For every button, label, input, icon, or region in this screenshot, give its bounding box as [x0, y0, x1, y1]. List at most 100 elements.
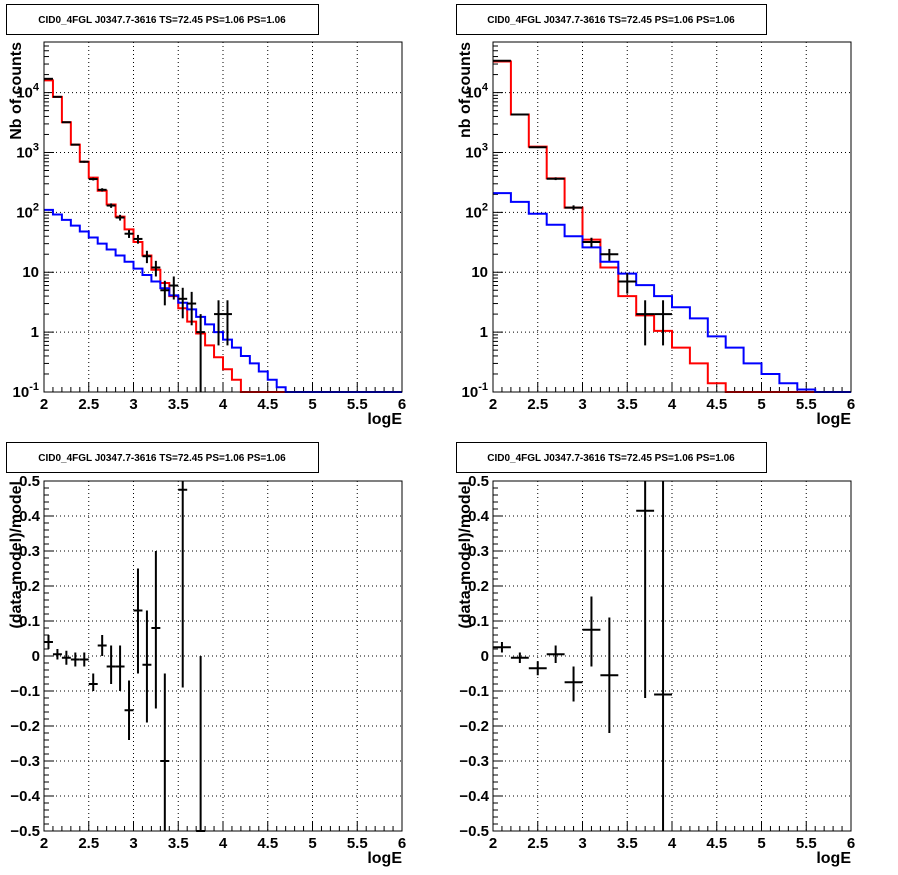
chart-title: CID0_4FGL J0347.7-3616 TS=72.45 PS=1.06 … — [487, 15, 735, 26]
y-tick-label: 0.5 — [468, 473, 489, 490]
x-tick-label: 4.5 — [257, 396, 278, 413]
y-tick-exponent: 4 — [482, 82, 489, 94]
y-tick-base: 10 — [462, 384, 479, 401]
x-tick-label: 2.5 — [527, 396, 548, 413]
y-tick-label: 104 — [465, 82, 489, 102]
y-tick-label: −0.2 — [459, 718, 489, 735]
x-tick-label: 2 — [40, 396, 48, 413]
y-tick-label: 0 — [32, 648, 40, 665]
x-tick-label: 6 — [847, 396, 855, 413]
x-tick-label: 5.5 — [347, 396, 368, 413]
y-tick-label: 103 — [465, 141, 488, 161]
x-tick-label: 4.5 — [706, 396, 727, 413]
y-tick-exponent: -1 — [29, 381, 39, 393]
y-tick-label: 10-1 — [462, 381, 488, 401]
chart-panel-2: CID0_4FGL J0347.7-3616 TS=72.45 PS=1.06 … — [456, 4, 855, 428]
y-tick-label: −0.5 — [459, 823, 489, 840]
x-tick-label: 4 — [668, 396, 677, 413]
x-tick-label: 3.5 — [617, 396, 638, 413]
x-axis-title: logE — [367, 411, 402, 428]
y-tick-label: 0 — [481, 648, 489, 665]
x-tick-label: 3 — [578, 835, 586, 852]
y-tick-label: −0.1 — [10, 683, 40, 700]
model-background-histogram — [493, 192, 851, 393]
y-tick-exponent: 4 — [33, 82, 40, 94]
y-tick-label: 0.1 — [468, 613, 489, 630]
chart-title: CID0_4FGL J0347.7-3616 TS=72.45 PS=1.06 … — [487, 453, 735, 464]
x-tick-label: 5 — [308, 835, 316, 852]
y-tick-label: 0.4 — [468, 508, 490, 525]
x-axis-title: logE — [367, 850, 402, 867]
x-tick-label: 3.5 — [168, 835, 189, 852]
y-tick-label: 102 — [465, 201, 488, 221]
y-tick-label: −0.4 — [459, 788, 489, 805]
x-tick-label: 4 — [668, 835, 677, 852]
y-tick-label: 1 — [31, 324, 39, 341]
chart-panel-1: CID0_4FGL J0347.7-3616 TS=72.45 PS=1.06 … — [6, 4, 406, 428]
x-tick-label: 6 — [398, 396, 406, 413]
x-tick-label: 5 — [757, 835, 765, 852]
x-tick-label: 2.5 — [78, 396, 99, 413]
x-tick-label: 4 — [219, 396, 228, 413]
y-tick-base: 10 — [465, 85, 482, 102]
chart-title: CID0_4FGL J0347.7-3616 TS=72.45 PS=1.06 … — [38, 453, 286, 464]
y-tick-label: −0.5 — [10, 823, 40, 840]
y-tick-label: 104 — [16, 82, 40, 102]
x-tick-label: 3 — [129, 396, 137, 413]
y-tick-label: 0.2 — [19, 578, 40, 595]
y-tick-label: 10 — [22, 264, 39, 281]
y-tick-base: 10 — [465, 144, 482, 161]
chart-title: CID0_4FGL J0347.7-3616 TS=72.45 PS=1.06 … — [38, 15, 286, 26]
model-total-histogram — [44, 79, 402, 393]
plot-area — [44, 77, 402, 393]
x-tick-label: 2 — [489, 835, 497, 852]
y-tick-label: 0.5 — [19, 473, 40, 490]
title-box — [6, 442, 319, 473]
y-tick-label: 0.4 — [19, 508, 41, 525]
x-tick-label: 3.5 — [168, 396, 189, 413]
y-tick-label: −0.3 — [459, 753, 489, 770]
y-tick-label: 102 — [16, 201, 39, 221]
y-axis-title: (data-model)/model — [8, 481, 25, 629]
y-tick-label: 10-1 — [13, 381, 39, 401]
y-tick-base: 10 — [16, 204, 33, 221]
y-axis-title: nb of counts — [457, 42, 474, 138]
y-tick-label: −0.2 — [10, 718, 40, 735]
x-tick-label: 4 — [219, 835, 228, 852]
title-box — [456, 4, 767, 35]
title-box — [6, 4, 319, 35]
plot-frame — [492, 480, 852, 832]
x-tick-label: 6 — [398, 835, 406, 852]
plot-frame — [43, 41, 403, 393]
y-tick-label: 103 — [16, 141, 39, 161]
plot-area — [44, 481, 206, 832]
x-tick-label: 5.5 — [347, 835, 368, 852]
x-tick-label: 5 — [757, 396, 765, 413]
y-tick-label: 10 — [471, 264, 488, 281]
y-tick-label: −0.4 — [10, 788, 40, 805]
y-axis-title: (data-model)/model — [457, 481, 474, 629]
x-tick-label: 5.5 — [796, 396, 817, 413]
y-tick-label: −0.1 — [459, 683, 489, 700]
x-axis-title: logE — [816, 411, 851, 428]
plot-frame — [492, 41, 852, 393]
chart-panel-4: CID0_4FGL J0347.7-3616 TS=72.45 PS=1.06 … — [456, 442, 855, 867]
y-tick-label: 0.1 — [19, 613, 40, 630]
y-tick-base: 10 — [16, 144, 33, 161]
x-tick-label: 4.5 — [706, 835, 727, 852]
plot-frame — [43, 480, 403, 832]
x-tick-label: 2.5 — [78, 835, 99, 852]
y-tick-exponent: 2 — [33, 201, 39, 213]
y-tick-exponent: 3 — [482, 141, 488, 153]
y-tick-base: 10 — [16, 85, 33, 102]
y-tick-label: 0.3 — [468, 543, 489, 560]
x-tick-label: 3 — [129, 835, 137, 852]
plot-area — [493, 481, 672, 831]
x-tick-label: 2.5 — [527, 835, 548, 852]
y-tick-label: 0.2 — [468, 578, 489, 595]
x-tick-label: 5 — [308, 396, 316, 413]
x-tick-label: 3 — [578, 396, 586, 413]
x-axis-title: logE — [816, 850, 851, 867]
x-tick-label: 5.5 — [796, 835, 817, 852]
